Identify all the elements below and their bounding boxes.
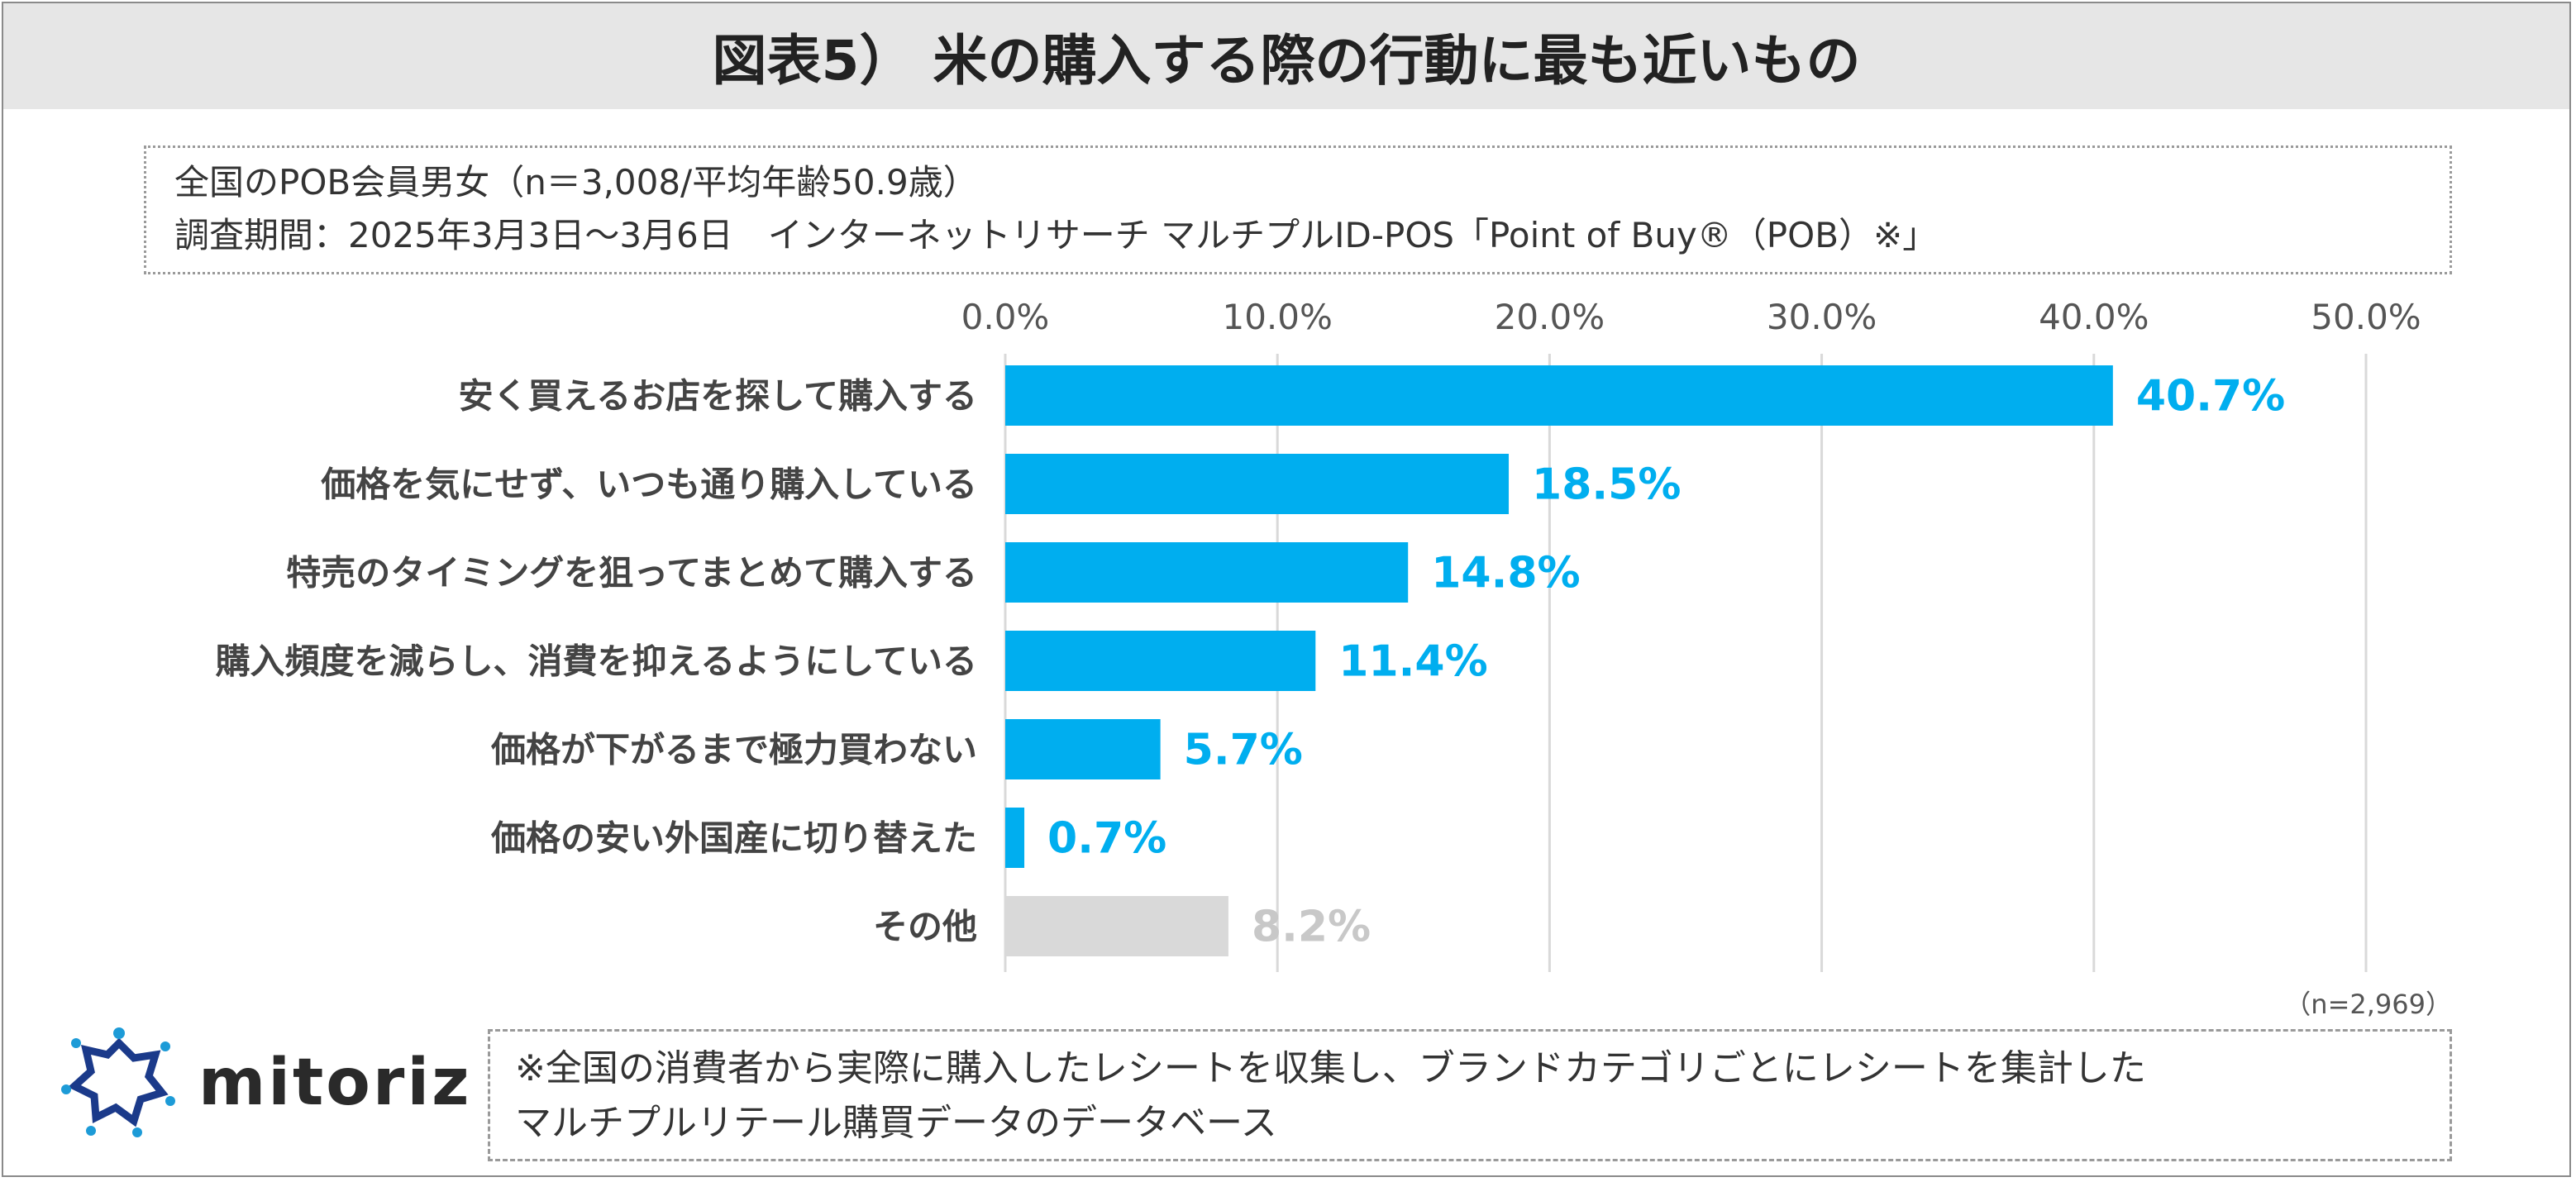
x-tick-label: 0.0% [961, 297, 1050, 337]
bar-chart: 0.0% 10.0% 20.0% 30.0% 40.0% 50.0% 安く買えるお店を探して… [216, 297, 2421, 972]
bar [1005, 719, 1161, 779]
footnote-box: ※全国の消費者から実際に購入したレシートを収集し、ブランドカテゴリごとにレシート… [488, 1029, 2452, 1161]
data-label: 18.5% [1532, 460, 1681, 510]
bar [1005, 631, 1316, 691]
footnote-line-2: マルチプルリテール購買データのデータベース [515, 1102, 1277, 1144]
category-label: 購入頻度を減らし、消費を抑えるようにしている [216, 641, 977, 682]
x-tick-label: 20.0% [1495, 297, 1605, 337]
footnote-line-1: ※全国の消費者から実際に購入したレシートを収集し、ブランドカテゴリごとにレシート… [515, 1047, 2146, 1089]
category-label: 特売のタイミングを狙ってまとめて購入する [286, 553, 977, 593]
data-label: 14.8% [1431, 549, 1580, 598]
bar [1005, 542, 1409, 603]
data-label: 0.7% [1047, 814, 1166, 864]
data-label: 8.2% [1252, 903, 1371, 952]
bar [1005, 365, 2113, 426]
x-tick-label: 50.0% [2311, 297, 2421, 337]
survey-info-box: 全国のPOB会員男女（n＝3,008/平均年齢50.9歳） 調査期間：2025年… [144, 145, 2452, 274]
category-label: 価格の安い外国産に切り替えた [490, 818, 977, 859]
x-tick-label: 10.0% [1222, 297, 1332, 337]
x-tick-label: 30.0% [1767, 297, 1877, 337]
bar [1005, 808, 1025, 868]
bar [1005, 454, 1510, 514]
sample-size-text: （n=2,969） [2284, 989, 2452, 1020]
category-label: 価格が下がるまで極力買わない [490, 730, 977, 770]
survey-target-text: 全国のPOB会員男女（n＝3,008/平均年齢50.9歳） [174, 162, 978, 203]
category-label: 安く買えるお店を探して購入する [459, 376, 977, 417]
mitoriz-logo-text: mitoriz [198, 1046, 472, 1120]
category-label: その他 [873, 907, 977, 947]
category-label: 価格を気にせず、いつも通り購入している [320, 465, 977, 505]
figure-title: 図表5） 米の購入する際の行動に最も近いもの [3, 3, 2569, 109]
data-label: 11.4% [1338, 637, 1487, 687]
bar [1005, 896, 1228, 956]
data-label: 40.7% [2136, 372, 2285, 422]
survey-period-text: 調査期間：2025年3月3日～3月6日 インターネットリサーチ マルチプルID-… [174, 215, 1938, 255]
mitoriz-logo-icon [61, 1027, 175, 1137]
data-label: 5.7% [1184, 726, 1303, 775]
mitoriz-logo: mitoriz [61, 1025, 472, 1141]
x-tick-label: 40.0% [2039, 297, 2149, 337]
